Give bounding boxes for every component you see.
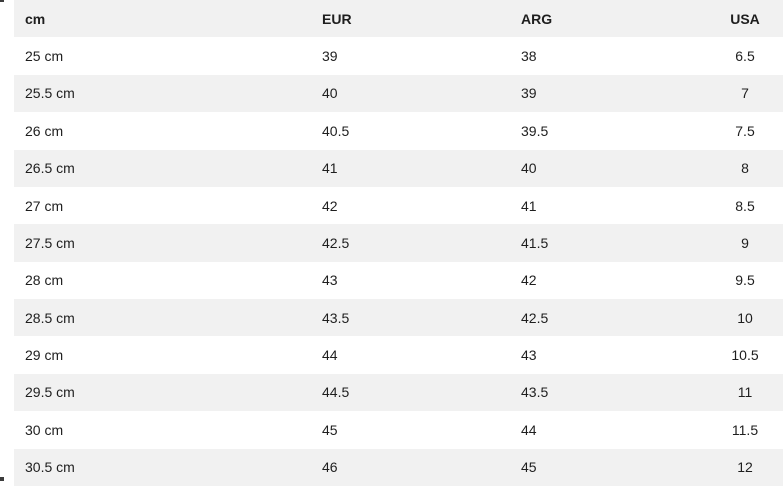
cell-cm: 30 cm <box>25 421 64 438</box>
cell-eur: 43 <box>322 272 338 289</box>
cell-usa: 11 <box>737 384 753 401</box>
cell-cm: 29.5 cm <box>25 384 75 401</box>
cell-eur: 39 <box>322 48 338 65</box>
cell-arg: 43 <box>521 347 537 364</box>
cell-cm: 30.5 cm <box>25 459 75 476</box>
cell-arg: 38 <box>521 48 537 65</box>
cell-arg: 45 <box>521 459 537 476</box>
header-cell-cm: cm <box>25 10 46 27</box>
table-row: 26.5 cm 41 40 8 <box>14 149 783 187</box>
cell-arg: 39 <box>521 85 537 102</box>
cell-usa: 8 <box>741 160 749 177</box>
table-row: 28.5 cm 43.5 42.5 10 <box>14 299 783 337</box>
cell-usa: 6.5 <box>735 48 755 65</box>
table-row: 27 cm 42 41 8.5 <box>14 187 783 224</box>
cell-arg: 44 <box>521 421 537 438</box>
cell-cm: 25 cm <box>25 48 64 65</box>
cell-arg: 39.5 <box>521 122 549 139</box>
cell-cm: 27.5 cm <box>25 234 75 251</box>
table-row: 25.5 cm 40 39 7 <box>14 74 783 113</box>
cell-eur: 43.5 <box>322 309 350 326</box>
cell-eur: 42 <box>322 197 338 214</box>
cell-cm: 25.5 cm <box>25 85 75 102</box>
table-body: 25 cm 39 38 6.5 25.5 cm 40 39 7 26 cm 40.5 39.5 7.5… <box>14 37 783 486</box>
header-cell-arg: ARG <box>521 10 553 27</box>
cell-eur: 40 <box>322 85 338 102</box>
size-conversion-table: cm EUR ARG USA 25 cm 39 38 6.5 25.5 cm 40 39 7 26 c… <box>14 0 783 486</box>
table-row: 29 cm 44 43 10.5 <box>14 336 783 373</box>
table-row: 26 cm 40.5 39.5 7.5 <box>14 112 783 149</box>
cell-cm: 26 cm <box>25 122 64 139</box>
cell-usa: 12 <box>737 459 753 476</box>
cell-cm: 28.5 cm <box>25 309 75 326</box>
cell-usa: 10.5 <box>731 347 759 364</box>
cell-eur: 44 <box>322 347 338 364</box>
cell-eur: 45 <box>322 421 338 438</box>
table-row: 27.5 cm 42.5 41.5 9 <box>14 224 783 262</box>
cell-cm: 29 cm <box>25 347 64 364</box>
table-header: cm EUR ARG USA <box>14 0 783 38</box>
cell-eur: 44.5 <box>322 384 350 401</box>
cell-eur: 40.5 <box>322 122 350 139</box>
table-row: 29.5 cm 44.5 43.5 11 <box>14 373 783 412</box>
cell-usa: 7.5 <box>735 122 755 139</box>
screen-edge-artifact-bottom-left <box>0 477 4 481</box>
table-row: 28 cm 43 42 9.5 <box>14 262 783 299</box>
cell-eur: 41 <box>322 160 338 177</box>
table-row: 25 cm 39 38 6.5 <box>14 37 783 74</box>
cell-usa: 9.5 <box>735 272 755 289</box>
cell-eur: 42.5 <box>322 234 350 251</box>
cell-cm: 26.5 cm <box>25 160 75 177</box>
header-row: cm EUR ARG USA <box>14 0 783 38</box>
cell-usa: 9 <box>741 234 749 251</box>
cell-cm: 27 cm <box>25 197 64 214</box>
cell-eur: 46 <box>322 459 338 476</box>
cell-arg: 41.5 <box>521 234 549 251</box>
table-row: 30 cm 45 44 11.5 <box>14 411 783 448</box>
cell-usa: 11.5 <box>731 421 759 438</box>
cell-arg: 41 <box>521 197 537 214</box>
header-cell-usa: USA <box>730 10 760 27</box>
cell-usa: 7 <box>741 85 749 102</box>
cell-arg: 40 <box>521 160 537 177</box>
screen-edge-artifact-top-left <box>0 0 4 2</box>
cell-cm: 28 cm <box>25 272 64 289</box>
table-row: 30.5 cm 46 45 12 <box>14 448 783 486</box>
header-cell-eur: EUR <box>322 10 352 27</box>
cell-arg: 43.5 <box>521 384 549 401</box>
cell-arg: 42 <box>521 272 537 289</box>
cell-arg: 42.5 <box>521 309 549 326</box>
cell-usa: 8.5 <box>735 197 755 214</box>
cell-usa: 10 <box>737 309 753 326</box>
